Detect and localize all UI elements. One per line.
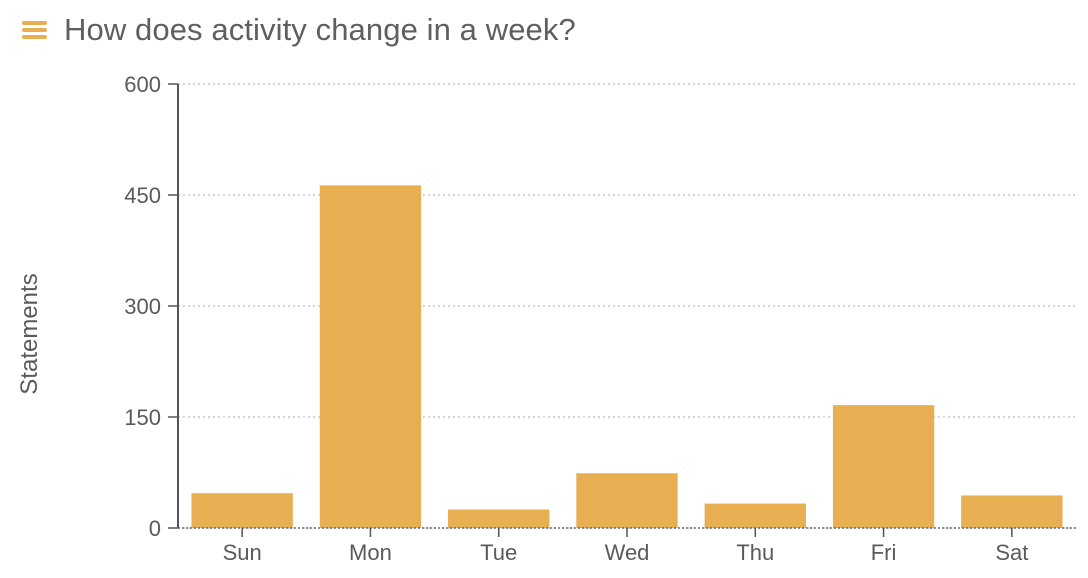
y-tick-label: 450 [124,183,161,208]
x-tick-label: Wed [605,540,650,565]
chart-header: How does activity change in a week? [22,8,576,52]
y-axis-title: Statements [16,273,43,394]
y-tick-label: 0 [149,516,161,541]
x-tick-label: Mon [349,540,392,565]
bar-fri[interactable] [832,405,935,528]
axes [168,83,1076,537]
y-tick-label: 150 [124,405,161,430]
bar-tue[interactable] [448,509,550,529]
x-tick-label: Tue [480,540,517,565]
menu-icon-line [22,21,47,25]
bar-sun[interactable] [191,493,293,528]
bar-wed[interactable] [576,473,678,528]
tick-labels: 0 150 300 450 600 Sun Mon Tue Wed Thu Fri Sat [124,72,1028,565]
bar-thu[interactable] [704,503,806,528]
chart-title: How does activity change in a week? [64,12,576,47]
x-tick-label: Sat [995,540,1028,565]
hamburger-menu-icon[interactable] [22,21,47,39]
bar-mon[interactable] [319,185,422,528]
menu-icon-line [22,35,47,39]
y-tick-label: 600 [124,72,161,97]
x-tick-label: Fri [871,540,897,565]
x-tick-label: Thu [736,540,774,565]
x-tick-label: Sun [223,540,262,565]
menu-icon-line [22,28,47,32]
grid-lines [178,83,1076,529]
bar-sat[interactable] [961,495,1063,528]
y-tick-label: 300 [124,294,161,319]
bars [191,185,1063,529]
